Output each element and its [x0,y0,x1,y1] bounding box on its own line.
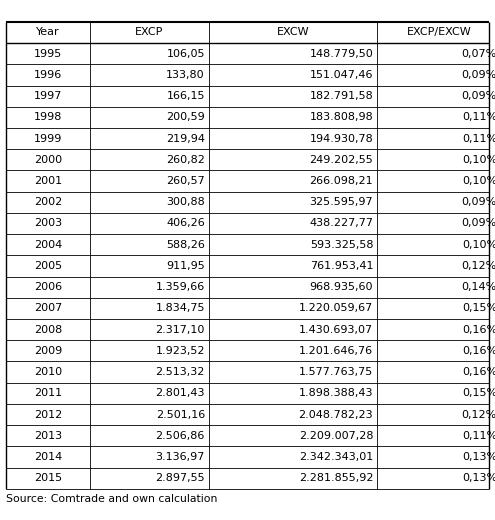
Text: 2005: 2005 [34,261,62,271]
Text: 0,12%: 0,12% [462,410,495,420]
Text: 1996: 1996 [34,70,62,80]
Text: 1997: 1997 [34,91,62,101]
Text: 438.227,77: 438.227,77 [309,218,373,228]
Text: 2002: 2002 [34,197,62,207]
Text: 106,05: 106,05 [166,49,205,59]
Text: 2003: 2003 [34,218,62,228]
Text: 1.923,52: 1.923,52 [155,346,205,356]
Text: 166,15: 166,15 [166,91,205,101]
Text: 260,57: 260,57 [166,176,205,186]
Text: 2.048.782,23: 2.048.782,23 [298,410,373,420]
Text: 0,09%: 0,09% [462,91,495,101]
Text: 0,10%: 0,10% [462,240,495,250]
Text: 1.577.763,75: 1.577.763,75 [299,367,373,377]
Text: Year: Year [36,28,60,37]
Text: 1.898.388,43: 1.898.388,43 [298,388,373,398]
Text: 2008: 2008 [34,324,62,334]
Text: 1.834,75: 1.834,75 [155,303,205,314]
Text: 2006: 2006 [34,282,62,292]
Text: 0,11%: 0,11% [462,112,495,122]
Text: 2.281.855,92: 2.281.855,92 [298,473,373,483]
Text: 325.595,97: 325.595,97 [309,197,373,207]
Text: 0,11%: 0,11% [462,431,495,441]
Text: 148.779,50: 148.779,50 [309,49,373,59]
Text: 249.202,55: 249.202,55 [309,155,373,165]
Text: 2011: 2011 [34,388,62,398]
Text: 2.501,16: 2.501,16 [156,410,205,420]
Text: 219,94: 219,94 [166,134,205,144]
Text: 0,09%: 0,09% [462,197,495,207]
Text: 260,82: 260,82 [166,155,205,165]
Text: 266.098,21: 266.098,21 [309,176,373,186]
Text: 2.317,10: 2.317,10 [155,324,205,334]
Text: 588,26: 588,26 [166,240,205,250]
Text: 2012: 2012 [34,410,62,420]
Text: 1.201.646,76: 1.201.646,76 [299,346,373,356]
Text: 2.801,43: 2.801,43 [155,388,205,398]
Text: 3.136,97: 3.136,97 [155,452,205,462]
Text: 194.930,78: 194.930,78 [309,134,373,144]
Text: 183.808,98: 183.808,98 [309,112,373,122]
Text: 1.430.693,07: 1.430.693,07 [299,324,373,334]
Text: 0,09%: 0,09% [462,70,495,80]
Text: 2015: 2015 [34,473,62,483]
Text: 2010: 2010 [34,367,62,377]
Text: 0,16%: 0,16% [462,324,495,334]
Text: Source: Comtrade and own calculation: Source: Comtrade and own calculation [6,494,217,504]
Text: 2013: 2013 [34,431,62,441]
Text: 968.935,60: 968.935,60 [310,282,373,292]
Text: 0,15%: 0,15% [462,388,495,398]
Text: EXCW: EXCW [277,28,309,37]
Text: 1999: 1999 [34,134,62,144]
Text: 0,16%: 0,16% [462,367,495,377]
Text: 0,10%: 0,10% [462,155,495,165]
Text: 2004: 2004 [34,240,62,250]
Text: 761.953,41: 761.953,41 [310,261,373,271]
Text: 151.047,46: 151.047,46 [310,70,373,80]
Text: 0,10%: 0,10% [462,176,495,186]
Text: 1998: 1998 [34,112,62,122]
Text: 911,95: 911,95 [166,261,205,271]
Text: 2009: 2009 [34,346,62,356]
Text: 0,11%: 0,11% [462,134,495,144]
Text: 2.209.007,28: 2.209.007,28 [298,431,373,441]
Text: 0,13%: 0,13% [462,452,495,462]
Text: 2.897,55: 2.897,55 [155,473,205,483]
Text: 182.791,58: 182.791,58 [309,91,373,101]
Text: 0,16%: 0,16% [462,346,495,356]
Text: 593.325,58: 593.325,58 [310,240,373,250]
Text: 1995: 1995 [34,49,62,59]
Text: 2.506,86: 2.506,86 [155,431,205,441]
Text: 0,13%: 0,13% [462,473,495,483]
Text: EXCP/EXCW: EXCP/EXCW [407,28,471,37]
Text: 300,88: 300,88 [166,197,205,207]
Text: 0,12%: 0,12% [462,261,495,271]
Text: 133,80: 133,80 [166,70,205,80]
Text: 0,07%: 0,07% [462,49,495,59]
Text: 0,15%: 0,15% [462,303,495,314]
Text: 1.359,66: 1.359,66 [156,282,205,292]
Text: 2000: 2000 [34,155,62,165]
Text: 2.342.343,01: 2.342.343,01 [299,452,373,462]
Text: 2.513,32: 2.513,32 [155,367,205,377]
Text: 406,26: 406,26 [166,218,205,228]
Text: 2014: 2014 [34,452,62,462]
Text: 0,09%: 0,09% [462,218,495,228]
Text: 2007: 2007 [34,303,62,314]
Text: EXCP: EXCP [135,28,164,37]
Text: 1.220.059,67: 1.220.059,67 [299,303,373,314]
Text: 0,14%: 0,14% [462,282,495,292]
Text: 2001: 2001 [34,176,62,186]
Text: 200,59: 200,59 [166,112,205,122]
